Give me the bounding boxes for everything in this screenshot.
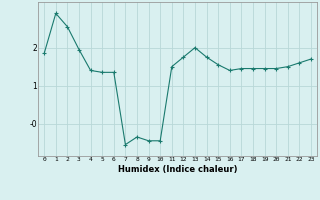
X-axis label: Humidex (Indice chaleur): Humidex (Indice chaleur) [118,165,237,174]
